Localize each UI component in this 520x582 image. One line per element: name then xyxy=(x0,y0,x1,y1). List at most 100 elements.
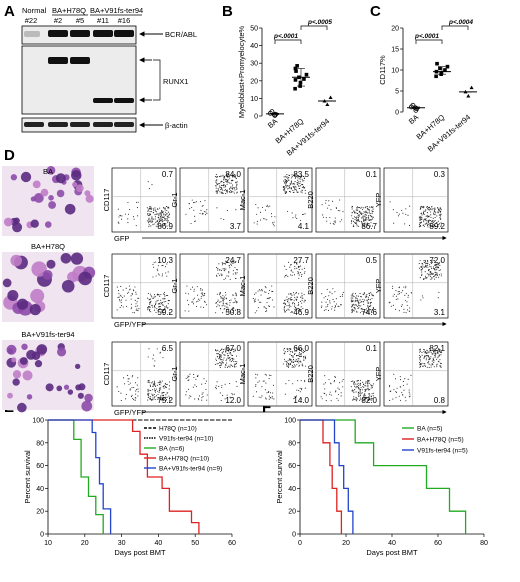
event-dot xyxy=(132,375,134,377)
event-dot xyxy=(224,354,226,356)
event-dot xyxy=(321,301,323,303)
quadrant-value-upper: 67.0 xyxy=(225,344,241,353)
event-dot xyxy=(286,365,288,367)
event-dot xyxy=(289,358,291,360)
y-tick-label: 0 xyxy=(292,532,296,539)
event-dot xyxy=(356,380,359,382)
event-dot xyxy=(191,286,194,288)
event-dot xyxy=(427,260,429,262)
event-dot xyxy=(151,221,153,224)
event-dot xyxy=(436,264,438,266)
event-dot xyxy=(330,400,332,402)
event-dot xyxy=(302,213,304,215)
event-dot xyxy=(422,224,424,226)
event-dot xyxy=(226,275,228,277)
event-dot xyxy=(298,302,300,304)
event-dot xyxy=(153,261,155,264)
event-dot xyxy=(364,311,366,313)
event-dot xyxy=(257,307,259,309)
event-dot xyxy=(224,185,227,187)
event-dot xyxy=(356,225,358,227)
cell xyxy=(7,289,19,302)
event-dot xyxy=(296,182,298,184)
event-dot xyxy=(222,298,224,300)
quadrant-value-upper: 24.7 xyxy=(225,256,241,265)
event-dot xyxy=(288,174,290,176)
quadrant-value-lower: 3.7 xyxy=(230,222,242,231)
event-dot xyxy=(227,355,230,357)
event-dot xyxy=(353,304,355,306)
event-dot xyxy=(147,393,149,395)
event-dot xyxy=(149,384,151,386)
event-dot xyxy=(358,388,360,390)
event-dot xyxy=(364,222,366,224)
event-dot xyxy=(160,387,162,389)
event-dot xyxy=(435,349,437,351)
data-point xyxy=(445,64,450,69)
event-dot xyxy=(286,362,288,364)
event-dot xyxy=(434,271,436,273)
event-dot xyxy=(437,262,439,264)
event-dot xyxy=(432,357,434,359)
event-dot xyxy=(165,386,167,388)
event-dot xyxy=(235,181,237,183)
event-dot xyxy=(356,219,358,221)
event-dot xyxy=(161,393,163,395)
event-dot xyxy=(291,366,293,368)
cell xyxy=(12,378,20,386)
event-dot xyxy=(429,264,431,266)
event-dot xyxy=(332,288,334,290)
event-dot xyxy=(425,209,427,211)
event-dot xyxy=(260,397,262,399)
event-dot xyxy=(362,384,365,386)
event-dot xyxy=(283,358,285,360)
event-dot xyxy=(419,366,421,368)
event-dot xyxy=(151,399,153,401)
event-dot xyxy=(133,386,135,389)
event-dot xyxy=(223,298,225,301)
event-dot xyxy=(160,382,162,384)
event-dot xyxy=(321,398,323,400)
event-dot xyxy=(303,351,306,353)
event-dot xyxy=(433,213,435,215)
event-dot xyxy=(365,397,367,399)
event-dot xyxy=(289,274,292,276)
event-dot xyxy=(303,267,306,269)
event-dot xyxy=(156,348,158,350)
event-dot xyxy=(354,307,356,309)
event-dot xyxy=(356,220,358,222)
event-dot xyxy=(267,297,270,299)
quadrant-value-lower: 86.9 xyxy=(157,222,173,231)
event-dot xyxy=(297,360,299,362)
event-dot xyxy=(131,306,133,308)
event-dot xyxy=(224,366,226,368)
p-value-label: p<.0004 xyxy=(448,19,473,26)
event-dot xyxy=(220,175,222,177)
cell xyxy=(72,181,78,188)
event-dot xyxy=(293,398,295,400)
event-dot xyxy=(188,379,190,381)
event-dot xyxy=(440,225,442,228)
event-dot xyxy=(232,302,234,304)
event-dot xyxy=(222,304,224,306)
panel-label-a: A xyxy=(4,3,15,20)
panel-label-b: B xyxy=(222,3,233,20)
event-dot xyxy=(438,262,440,264)
event-dot xyxy=(136,308,138,310)
event-dot xyxy=(229,267,231,269)
event-dot xyxy=(427,350,429,352)
event-dot xyxy=(285,268,287,271)
event-dot xyxy=(269,205,271,207)
event-dot xyxy=(157,382,159,384)
event-dot xyxy=(371,218,374,220)
event-dot xyxy=(293,306,295,308)
event-dot xyxy=(422,266,424,268)
event-dot xyxy=(163,291,166,294)
event-dot xyxy=(421,216,423,219)
event-dot xyxy=(293,191,295,193)
event-dot xyxy=(367,304,369,306)
event-dot xyxy=(366,310,368,312)
event-dot xyxy=(298,274,300,276)
event-dot xyxy=(294,181,296,183)
event-dot xyxy=(369,305,371,307)
